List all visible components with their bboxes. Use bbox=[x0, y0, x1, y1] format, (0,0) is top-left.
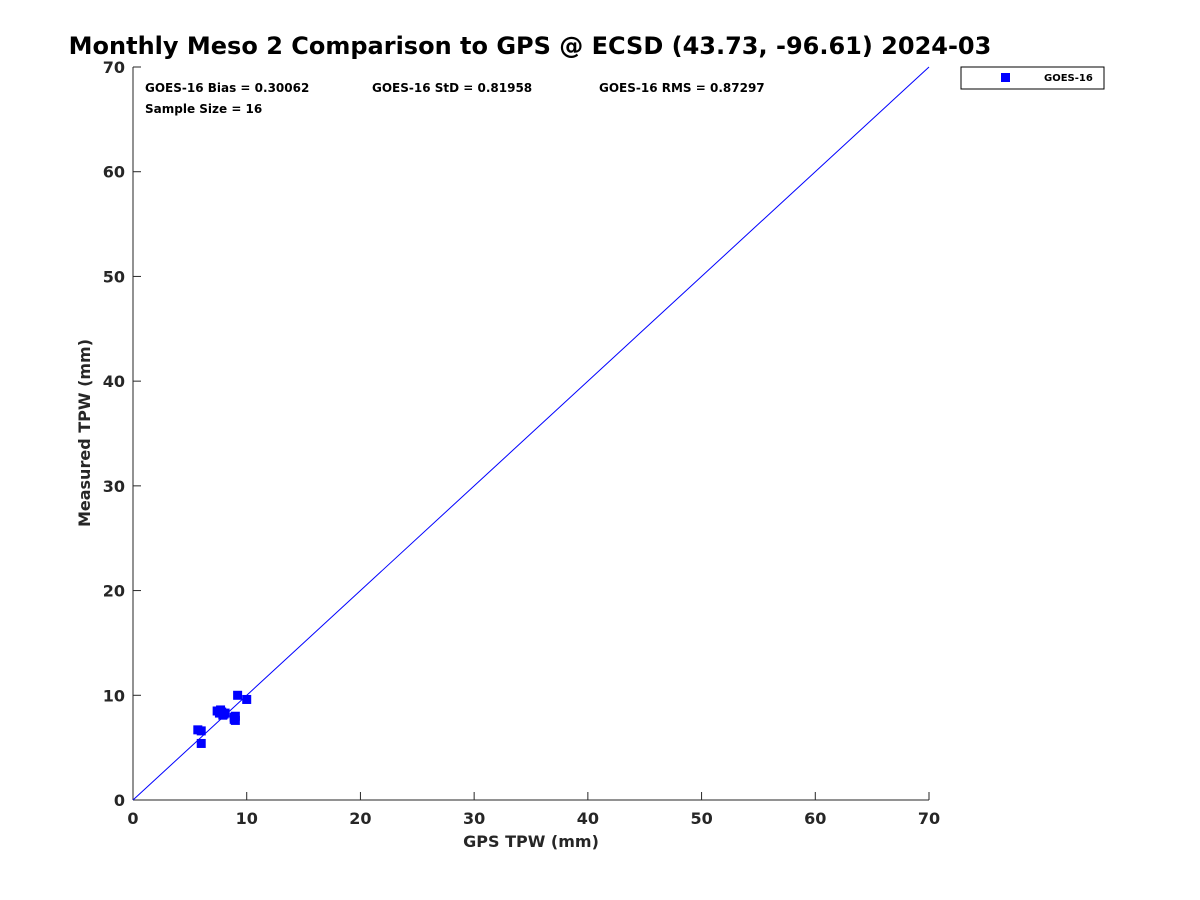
y-tick-label: 20 bbox=[103, 582, 125, 601]
y-tick-label: 0 bbox=[114, 791, 125, 810]
legend-box bbox=[960, 66, 1105, 90]
data-point-goes-16 bbox=[233, 690, 243, 700]
data-point-goes-16 bbox=[196, 738, 206, 748]
data-point-goes-16 bbox=[196, 726, 206, 736]
x-tick-label: 50 bbox=[690, 809, 712, 828]
x-tick-label: 70 bbox=[918, 809, 940, 828]
legend: GOES-16 bbox=[960, 66, 1105, 90]
data-point-goes-16 bbox=[220, 708, 230, 718]
y-tick-label: 60 bbox=[103, 163, 125, 182]
data-point-goes-16 bbox=[230, 715, 240, 725]
y-axis-label: Measured TPW (mm) bbox=[75, 339, 94, 527]
sample-size-stat: Sample Size = 16 bbox=[145, 102, 262, 116]
y-tick-label: 70 bbox=[103, 58, 125, 77]
y-tick-label: 50 bbox=[103, 267, 125, 286]
legend-label-goes16: GOES-16 bbox=[1044, 73, 1093, 84]
rms-stat: GOES-16 RMS = 0.87297 bbox=[599, 81, 765, 95]
x-tick-label: 40 bbox=[577, 809, 599, 828]
y-tick-label: 10 bbox=[103, 686, 125, 705]
x-tick-label: 10 bbox=[236, 809, 258, 828]
x-tick-label: 0 bbox=[127, 809, 138, 828]
std-stat: GOES-16 StD = 0.81958 bbox=[372, 81, 532, 95]
x-tick-label: 60 bbox=[804, 809, 826, 828]
y-tick-label: 40 bbox=[103, 372, 125, 391]
plot-area: 0 10 20 30 40 50 60 70 0 10 20 30 40 50 60 70 bbox=[103, 58, 940, 828]
legend-marker bbox=[1001, 73, 1010, 82]
x-axis-label: GPS TPW (mm) bbox=[463, 832, 599, 851]
one-to-one-line bbox=[132, 66, 930, 801]
x-tick-label: 20 bbox=[349, 809, 371, 828]
chart-title: Monthly Meso 2 Comparison to GPS @ ECSD … bbox=[69, 32, 992, 60]
bias-stat: GOES-16 Bias = 0.30062 bbox=[145, 81, 309, 95]
data-point-goes-16 bbox=[242, 694, 252, 704]
y-tick-label: 30 bbox=[103, 477, 125, 496]
x-tick-label: 30 bbox=[463, 809, 485, 828]
